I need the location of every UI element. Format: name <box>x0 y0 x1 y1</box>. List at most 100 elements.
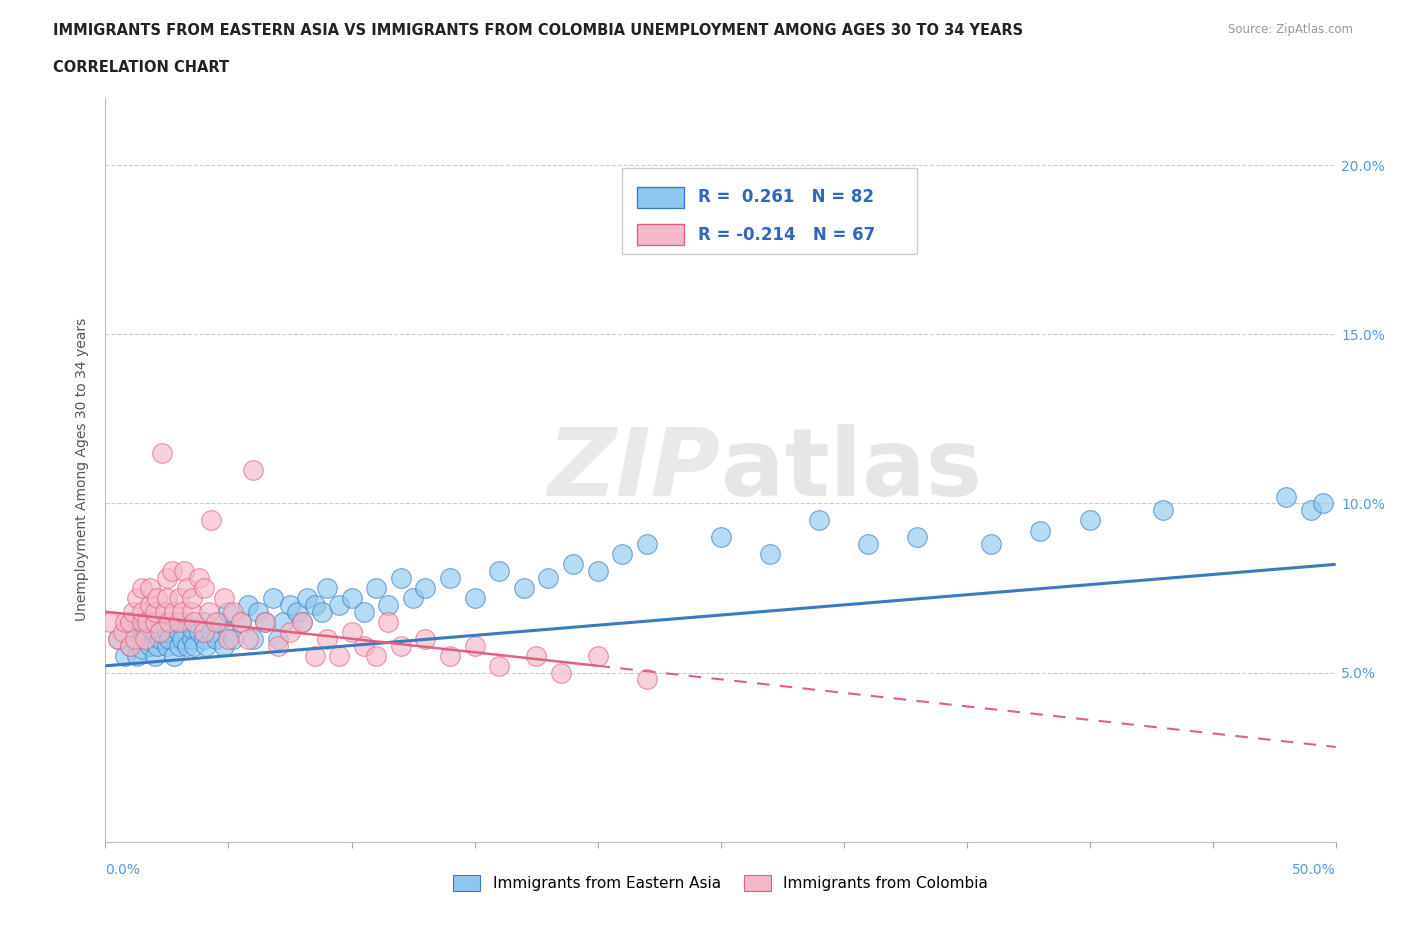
Point <box>212 591 235 605</box>
Point <box>610 547 633 562</box>
Point <box>138 638 162 653</box>
Point <box>136 615 159 630</box>
Point <box>114 615 136 630</box>
Point <box>353 638 375 653</box>
Point <box>377 615 399 630</box>
Point <box>127 648 149 663</box>
Point <box>222 631 245 646</box>
Point <box>169 615 191 630</box>
Point <box>169 625 191 640</box>
Point <box>156 570 179 585</box>
Point <box>415 631 437 646</box>
Point <box>315 580 337 595</box>
Point <box>134 631 156 646</box>
Point <box>291 615 314 630</box>
FancyBboxPatch shape <box>621 168 917 254</box>
Text: Source: ZipAtlas.com: Source: ZipAtlas.com <box>1227 23 1353 36</box>
Point <box>163 648 186 663</box>
Point <box>159 615 180 630</box>
Point <box>340 591 363 605</box>
Point <box>131 631 153 646</box>
Point <box>439 570 461 585</box>
Point <box>156 638 179 653</box>
Point <box>138 597 162 612</box>
Point <box>173 564 195 578</box>
Point <box>537 570 560 585</box>
Point <box>170 604 193 619</box>
Point <box>138 580 162 595</box>
Point <box>439 648 461 663</box>
Point <box>212 638 235 653</box>
Point <box>636 537 658 551</box>
Point <box>98 615 122 630</box>
Point <box>586 564 609 578</box>
Point <box>377 597 399 612</box>
Point <box>156 591 179 605</box>
Point <box>180 631 202 646</box>
Point <box>205 615 228 630</box>
Point <box>149 625 172 640</box>
Point <box>562 557 585 572</box>
Point <box>200 625 222 640</box>
Text: IMMIGRANTS FROM EASTERN ASIA VS IMMIGRANTS FROM COLOMBIA UNEMPLOYMENT AMONG AGES: IMMIGRANTS FROM EASTERN ASIA VS IMMIGRAN… <box>53 23 1024 38</box>
Point <box>1078 513 1101 528</box>
Point <box>267 638 290 653</box>
Point <box>143 648 166 663</box>
Text: R =  0.261   N = 82: R = 0.261 N = 82 <box>699 189 875 206</box>
Point <box>907 530 929 545</box>
Point <box>107 631 129 646</box>
Text: atlas: atlas <box>721 424 981 515</box>
Point <box>193 631 215 646</box>
Point <box>205 631 228 646</box>
Point <box>297 591 319 605</box>
Point <box>188 625 211 640</box>
Point <box>1153 503 1175 518</box>
Point <box>267 631 290 646</box>
Point <box>120 638 141 653</box>
Point <box>120 615 141 630</box>
Point <box>389 638 412 653</box>
Point <box>176 638 198 653</box>
Point <box>195 638 218 653</box>
Point <box>242 462 264 477</box>
Point <box>111 625 134 640</box>
Point <box>242 631 264 646</box>
Text: ZIP: ZIP <box>548 424 721 515</box>
Point <box>311 604 333 619</box>
Point <box>402 591 425 605</box>
Point <box>488 564 510 578</box>
Point <box>218 604 240 619</box>
Point <box>278 625 301 640</box>
Point <box>143 604 166 619</box>
Point <box>170 631 193 646</box>
Point <box>271 615 294 630</box>
Point <box>340 625 363 640</box>
Point <box>127 591 149 605</box>
Point <box>156 625 179 640</box>
Point <box>176 580 198 595</box>
Point <box>218 625 240 640</box>
FancyBboxPatch shape <box>637 187 683 207</box>
Point <box>131 580 153 595</box>
Point <box>193 615 215 630</box>
Point <box>291 615 314 630</box>
Point <box>188 570 211 585</box>
Point <box>193 580 215 595</box>
Point <box>254 615 277 630</box>
Point <box>131 604 153 619</box>
Point <box>153 604 176 619</box>
Point <box>200 513 222 528</box>
Text: CORRELATION CHART: CORRELATION CHART <box>53 60 229 75</box>
Point <box>636 671 658 686</box>
Point <box>229 615 252 630</box>
FancyBboxPatch shape <box>637 224 683 245</box>
Point <box>149 631 172 646</box>
Point <box>858 537 880 551</box>
Text: 0.0%: 0.0% <box>105 863 141 877</box>
Point <box>150 445 173 460</box>
Point <box>464 638 486 653</box>
Point <box>180 604 202 619</box>
Point <box>464 591 486 605</box>
Point <box>262 591 284 605</box>
Text: 50.0%: 50.0% <box>1292 863 1336 877</box>
